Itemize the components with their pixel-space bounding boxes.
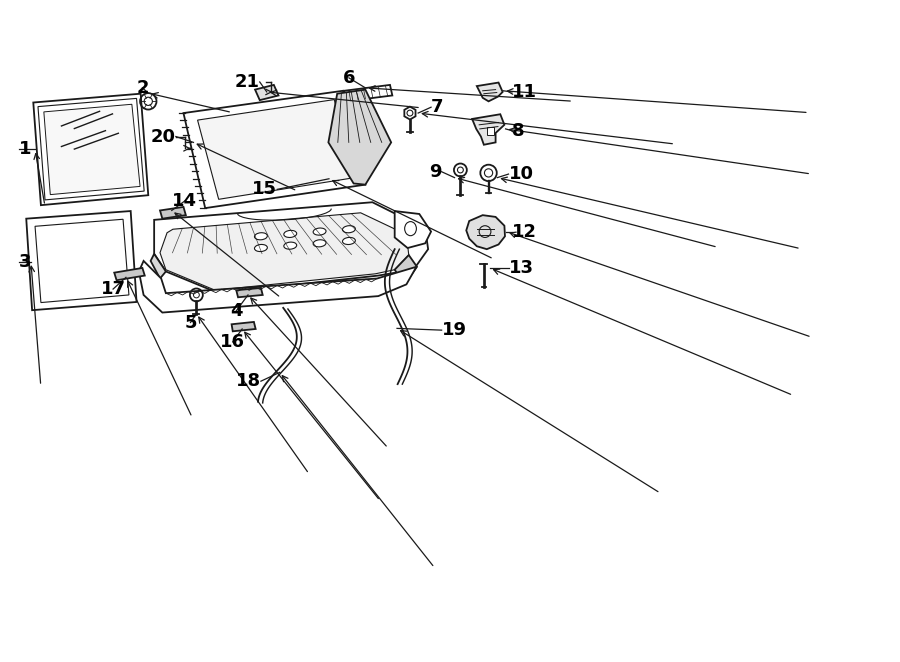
Text: 20: 20 bbox=[151, 128, 176, 146]
Text: 9: 9 bbox=[429, 163, 442, 181]
Text: 10: 10 bbox=[508, 165, 534, 183]
Polygon shape bbox=[404, 107, 416, 120]
Polygon shape bbox=[160, 207, 185, 218]
Text: 7: 7 bbox=[431, 98, 444, 117]
Text: 5: 5 bbox=[184, 314, 197, 332]
Polygon shape bbox=[472, 115, 504, 145]
Polygon shape bbox=[395, 211, 431, 248]
Text: 1: 1 bbox=[19, 140, 32, 158]
Polygon shape bbox=[44, 105, 140, 195]
Ellipse shape bbox=[284, 230, 297, 238]
Ellipse shape bbox=[405, 222, 417, 236]
Ellipse shape bbox=[313, 228, 326, 235]
Polygon shape bbox=[344, 85, 392, 101]
Text: 2: 2 bbox=[136, 79, 149, 97]
Ellipse shape bbox=[255, 244, 267, 252]
Polygon shape bbox=[255, 85, 278, 100]
Ellipse shape bbox=[255, 233, 267, 240]
Ellipse shape bbox=[343, 226, 356, 233]
Ellipse shape bbox=[284, 242, 297, 249]
Polygon shape bbox=[184, 91, 365, 208]
Bar bbox=[487, 127, 494, 135]
Polygon shape bbox=[231, 322, 256, 331]
Text: 21: 21 bbox=[235, 73, 260, 91]
Text: 8: 8 bbox=[512, 122, 525, 140]
Polygon shape bbox=[150, 254, 166, 279]
Polygon shape bbox=[139, 261, 417, 312]
Text: 13: 13 bbox=[508, 259, 534, 277]
Text: 11: 11 bbox=[512, 83, 537, 101]
Polygon shape bbox=[154, 203, 428, 293]
Polygon shape bbox=[395, 255, 417, 285]
Text: 3: 3 bbox=[19, 253, 32, 271]
Text: 18: 18 bbox=[236, 372, 261, 390]
Polygon shape bbox=[237, 288, 263, 297]
Polygon shape bbox=[328, 89, 392, 185]
Polygon shape bbox=[160, 213, 409, 290]
Polygon shape bbox=[35, 219, 129, 303]
Text: 15: 15 bbox=[252, 180, 277, 199]
Text: 6: 6 bbox=[343, 69, 356, 87]
Text: 17: 17 bbox=[101, 280, 126, 298]
Polygon shape bbox=[26, 211, 137, 310]
Ellipse shape bbox=[313, 240, 326, 247]
Text: 16: 16 bbox=[220, 333, 246, 351]
Ellipse shape bbox=[343, 238, 356, 244]
Polygon shape bbox=[33, 94, 148, 205]
Text: 4: 4 bbox=[230, 302, 242, 320]
Polygon shape bbox=[38, 99, 144, 200]
Polygon shape bbox=[477, 83, 502, 101]
Polygon shape bbox=[198, 99, 355, 199]
Polygon shape bbox=[114, 268, 145, 280]
Polygon shape bbox=[466, 215, 505, 249]
Text: 14: 14 bbox=[172, 192, 197, 210]
Text: 12: 12 bbox=[512, 222, 537, 240]
Text: 19: 19 bbox=[442, 321, 466, 339]
